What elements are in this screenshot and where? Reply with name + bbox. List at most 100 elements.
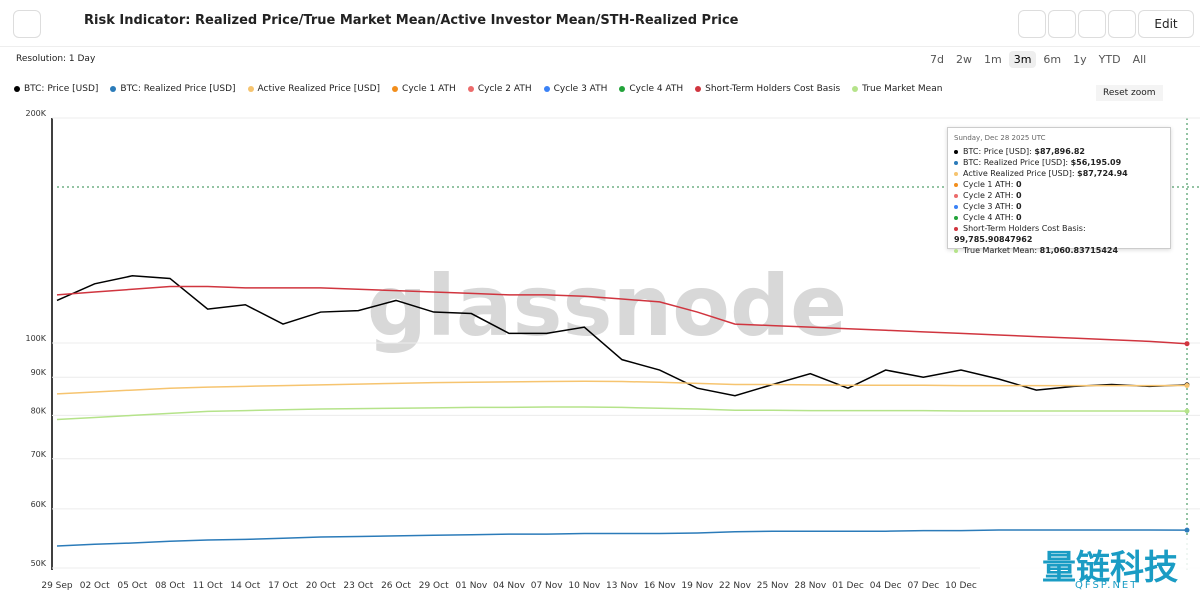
tooltip-dot bbox=[954, 182, 958, 187]
resolution-select[interactable]: Resolution: 1 Day bbox=[16, 54, 96, 64]
range-button[interactable]: 7d bbox=[930, 53, 944, 66]
tooltip-dot bbox=[954, 248, 958, 253]
tooltip-label: Cycle 1 ATH: bbox=[963, 180, 1014, 189]
chart: glassnode 50K 60K 70K 80K 90K 100K 200K 29 Sep 0… bbox=[25, 109, 1200, 591]
range-button[interactable]: 2w bbox=[955, 53, 972, 66]
logo-name: 量链科技 bbox=[1042, 548, 1178, 588]
tooltip-value: 81,060.83715424 bbox=[1039, 246, 1119, 255]
tooltip-label: BTC: Price [USD]: bbox=[963, 147, 1032, 156]
legend-item[interactable]: Cycle 2 ATH bbox=[468, 84, 532, 94]
tooltip-row: True Market Mean: 81,060.83715424 bbox=[954, 245, 1164, 256]
tooltip-row: Active Realized Price [USD]: $87,724.94 bbox=[954, 168, 1164, 179]
x-tick-label: 07 Nov bbox=[531, 581, 564, 591]
x-tick-label: 23 Oct bbox=[343, 581, 373, 591]
x-tick-label: 22 Nov bbox=[719, 581, 752, 591]
tooltip-date: Sunday, Dec 28 2025 UTC bbox=[954, 134, 1046, 142]
y-tick-label: 60K bbox=[31, 500, 47, 509]
copy-button[interactable] bbox=[1108, 10, 1136, 38]
top-bar: Risk Indicator: Realized Price/True Mark… bbox=[0, 0, 1200, 47]
series-line bbox=[56, 285, 1188, 345]
range-button[interactable]: 1y bbox=[1073, 53, 1087, 66]
end-dot bbox=[1184, 341, 1190, 347]
tooltip-dot bbox=[954, 160, 958, 165]
y-tick-label: 70K bbox=[31, 450, 47, 459]
legend-item[interactable]: Short-Term Holders Cost Basis bbox=[695, 84, 840, 94]
tooltip-label: True Market Mean: bbox=[963, 246, 1038, 255]
sidebar-toggle[interactable] bbox=[13, 10, 41, 38]
end-dot bbox=[1184, 408, 1190, 414]
watermark: glassnode bbox=[367, 257, 847, 355]
tooltip-label: Cycle 2 ATH: bbox=[963, 191, 1014, 200]
tooltip-value: 0 bbox=[1016, 213, 1022, 222]
share-button[interactable] bbox=[1078, 10, 1106, 38]
corner-logo: 量链科技 QFSP.NET bbox=[980, 538, 1200, 597]
tooltip-value: 0 bbox=[1016, 202, 1022, 211]
tooltip-dot bbox=[954, 215, 958, 220]
x-tick-label: 01 Dec bbox=[832, 581, 864, 591]
end-dot bbox=[1184, 527, 1190, 533]
legend-item[interactable]: Active Realized Price [USD] bbox=[248, 84, 381, 94]
series-line bbox=[56, 275, 1188, 397]
x-tick-label: 16 Nov bbox=[644, 581, 677, 591]
range-button[interactable]: 1m bbox=[983, 53, 1002, 66]
series-line bbox=[56, 529, 1188, 547]
range-button[interactable]: All bbox=[1132, 53, 1147, 66]
tooltip-label: BTC: Realized Price [USD]: bbox=[963, 158, 1069, 167]
x-tick-label: 04 Nov bbox=[493, 581, 526, 591]
legend-item[interactable]: Cycle 1 ATH bbox=[392, 84, 456, 94]
tooltip-label: Short-Term Holders Cost Basis: bbox=[963, 224, 1086, 233]
range-button[interactable]: 3m bbox=[1008, 51, 1037, 68]
x-tick-label: 10 Dec bbox=[945, 581, 977, 591]
tooltip-value: 99,785.90847962 bbox=[954, 235, 1033, 244]
edit-button[interactable]: Edit bbox=[1138, 10, 1194, 38]
x-tick-label: 04 Dec bbox=[870, 581, 902, 591]
tooltip-dot bbox=[954, 204, 958, 209]
reset-zoom[interactable]: Reset zoom bbox=[1096, 85, 1163, 101]
tooltip-value: $87,724.94 bbox=[1077, 169, 1128, 178]
x-tick-label: 19 Nov bbox=[681, 581, 714, 591]
tooltip-row: Cycle 1 ATH: 0 bbox=[954, 179, 1164, 190]
tooltip-label: Cycle 4 ATH: bbox=[963, 213, 1014, 222]
tooltip-dot bbox=[954, 171, 958, 176]
tooltip-row: BTC: Realized Price [USD]: $56,195.09 bbox=[954, 157, 1164, 168]
x-tick-label: 14 Oct bbox=[230, 581, 260, 591]
x-tick-label: 08 Oct bbox=[155, 581, 185, 591]
y-tick-label: 80K bbox=[31, 406, 47, 415]
tooltip-row: Cycle 3 ATH: 0 bbox=[954, 201, 1164, 212]
tooltip-row: Cycle 4 ATH: 0 bbox=[954, 212, 1164, 223]
tooltip-dot bbox=[954, 226, 958, 231]
tooltip-value: 0 bbox=[1016, 191, 1022, 200]
logo-site: QFSP.NET bbox=[1075, 580, 1139, 591]
y-tick-label: 50K bbox=[31, 559, 47, 568]
x-tick-label: 01 Nov bbox=[455, 581, 488, 591]
tooltip-label: Cycle 3 ATH: bbox=[963, 202, 1014, 211]
tooltip-value: $56,195.09 bbox=[1070, 158, 1122, 167]
x-tick-label: 05 Oct bbox=[117, 581, 147, 591]
legend-item[interactable]: Cycle 4 ATH bbox=[619, 84, 683, 94]
tooltip-dot bbox=[954, 193, 958, 198]
tooltip-row: Cycle 2 ATH: 0 bbox=[954, 190, 1164, 201]
range-button[interactable]: 6m bbox=[1043, 53, 1062, 66]
x-tick-label: 13 Nov bbox=[606, 581, 639, 591]
series-line bbox=[56, 406, 1188, 421]
y-tick-label: 200K bbox=[25, 109, 46, 118]
x-tick-label: 07 Dec bbox=[907, 581, 939, 591]
legend-item[interactable]: Cycle 3 ATH bbox=[544, 84, 608, 94]
ai-button[interactable] bbox=[1018, 10, 1046, 38]
legend: BTC: Price [USD] BTC: Realized Price [USD… bbox=[14, 84, 942, 94]
page-title: Risk Indicator: Realized Price/True Mark… bbox=[84, 13, 739, 28]
y-tick-label: 100K bbox=[25, 334, 46, 343]
x-tick-label: 17 Oct bbox=[268, 581, 298, 591]
x-tick-label: 11 Oct bbox=[193, 581, 223, 591]
tooltip-row: BTC: Price [USD]: $87,896.82 bbox=[954, 146, 1164, 157]
x-tick-label: 10 Nov bbox=[568, 581, 601, 591]
end-dot bbox=[1184, 383, 1190, 389]
star-button[interactable] bbox=[1048, 10, 1076, 38]
x-tick-label: 29 Sep bbox=[41, 581, 73, 591]
legend-item[interactable]: True Market Mean bbox=[852, 84, 942, 94]
range-button[interactable]: YTD bbox=[1098, 53, 1121, 66]
legend-item[interactable]: BTC: Price [USD] bbox=[14, 84, 98, 94]
legend-item[interactable]: BTC: Realized Price [USD] bbox=[110, 84, 235, 94]
series-line bbox=[56, 380, 1188, 395]
